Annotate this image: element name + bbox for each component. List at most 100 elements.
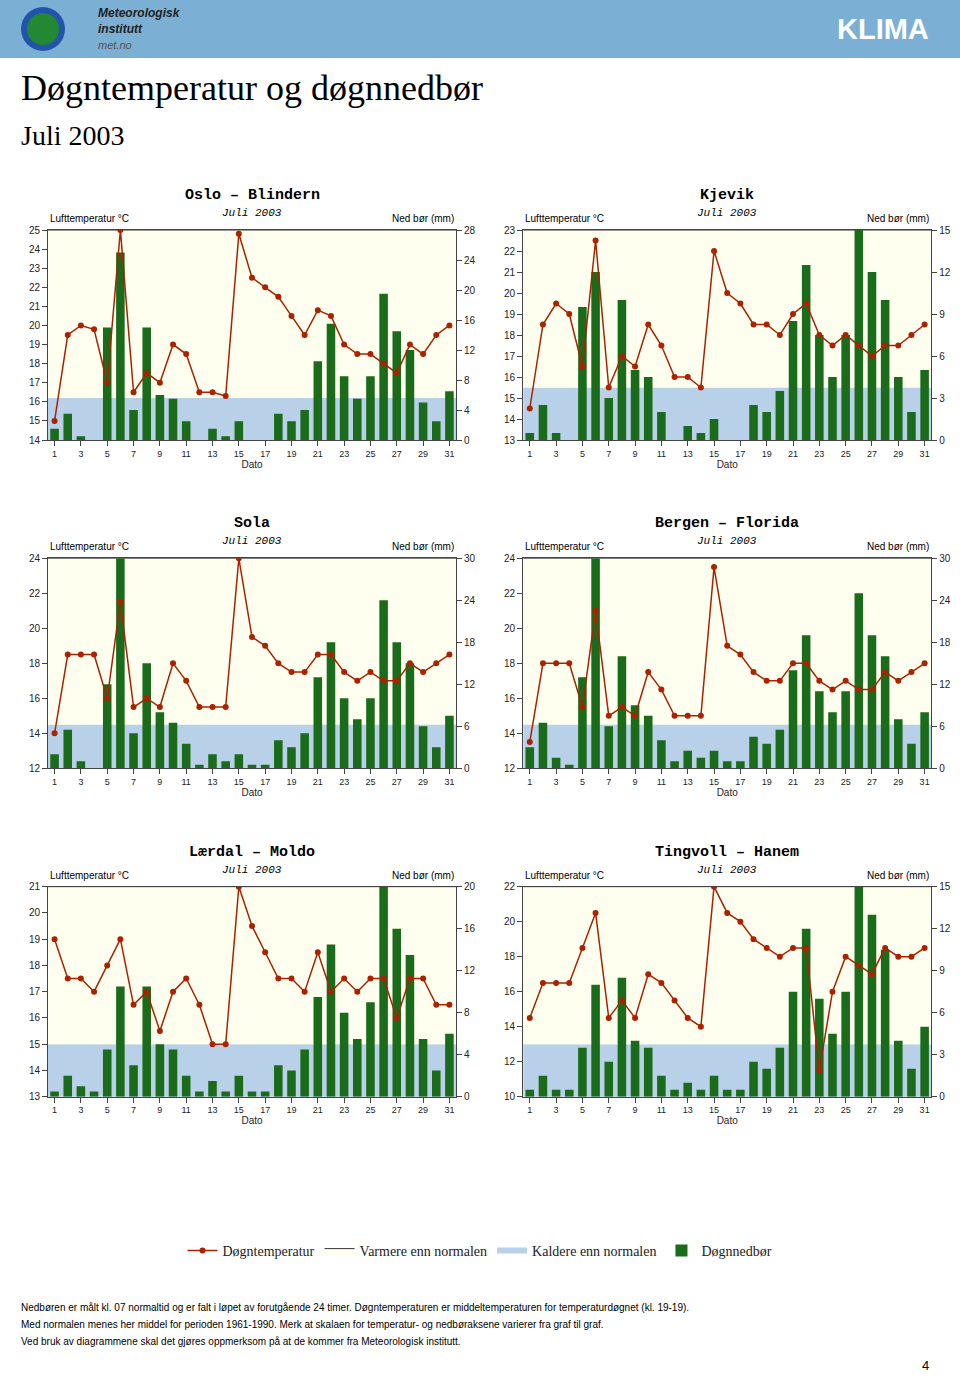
svg-text:18: 18 (29, 358, 41, 369)
svg-text:20: 20 (504, 623, 516, 634)
svg-text:Døgnnedbør: Døgnnedbør (701, 1244, 771, 1259)
svg-text:Meteorologisk: Meteorologisk (98, 6, 181, 20)
svg-text:19: 19 (286, 777, 296, 787)
svg-text:9: 9 (939, 309, 945, 320)
svg-text:17: 17 (260, 777, 270, 787)
svg-text:21: 21 (313, 449, 323, 459)
svg-text:5: 5 (105, 777, 110, 787)
svg-text:16: 16 (29, 1012, 41, 1023)
svg-text:21: 21 (788, 449, 798, 459)
svg-text:11: 11 (657, 777, 666, 787)
svg-text:13: 13 (29, 1091, 41, 1102)
svg-text:20: 20 (29, 320, 41, 331)
svg-text:Juli 2003: Juli 2003 (697, 535, 757, 547)
svg-text:18: 18 (504, 658, 516, 669)
svg-text:27: 27 (867, 777, 877, 787)
svg-text:Nedbøren er målt kl. 07 normal: Nedbøren er målt kl. 07 normaltid og er … (21, 1302, 689, 1313)
svg-text:1: 1 (52, 449, 57, 459)
svg-text:9: 9 (939, 965, 945, 976)
svg-text:met.no: met.no (98, 39, 132, 51)
svg-text:Juli 2003: Juli 2003 (697, 207, 757, 219)
svg-text:27: 27 (867, 449, 877, 459)
svg-text:Dato: Dato (241, 459, 263, 470)
svg-text:29: 29 (418, 1105, 428, 1115)
svg-text:Juli 2003: Juli 2003 (222, 207, 282, 219)
svg-text:Juli 2003: Juli 2003 (697, 864, 757, 876)
svg-text:4: 4 (464, 405, 470, 416)
svg-text:3: 3 (554, 1105, 559, 1115)
svg-text:Lufttemperatur °C: Lufttemperatur °C (50, 213, 129, 224)
svg-text:Lærdal – Moldo: Lærdal – Moldo (189, 844, 315, 861)
svg-text:22: 22 (29, 588, 41, 599)
svg-text:27: 27 (867, 1105, 877, 1115)
svg-text:11: 11 (182, 1105, 191, 1115)
svg-text:Ved bruk av diagrammene skal d: Ved bruk av diagrammene skal det gjøres … (21, 1336, 461, 1347)
svg-text:21: 21 (29, 881, 41, 892)
svg-text:21: 21 (788, 777, 798, 787)
svg-text:24: 24 (504, 553, 516, 564)
svg-text:17: 17 (29, 986, 41, 997)
svg-text:31: 31 (920, 1105, 930, 1115)
svg-text:7: 7 (606, 449, 611, 459)
svg-text:5: 5 (580, 1105, 585, 1115)
svg-text:Dato: Dato (717, 459, 739, 470)
svg-text:31: 31 (920, 449, 930, 459)
svg-text:16: 16 (464, 315, 476, 326)
svg-text:4: 4 (464, 1049, 470, 1060)
svg-text:14: 14 (504, 728, 516, 739)
svg-text:17: 17 (735, 1105, 745, 1115)
svg-text:24: 24 (464, 595, 476, 606)
svg-text:Lufttemperatur °C: Lufttemperatur °C (525, 870, 604, 881)
svg-text:Kjevik: Kjevik (700, 187, 754, 204)
svg-text:25: 25 (841, 449, 851, 459)
svg-text:3: 3 (78, 449, 83, 459)
svg-text:Oslo – Blindern: Oslo – Blindern (185, 187, 320, 204)
svg-text:23: 23 (29, 263, 41, 274)
svg-text:8: 8 (464, 1007, 470, 1018)
svg-text:1: 1 (52, 777, 57, 787)
svg-text:31: 31 (920, 777, 930, 787)
svg-text:21: 21 (313, 777, 323, 787)
svg-text:22: 22 (29, 282, 41, 293)
svg-text:31: 31 (444, 449, 454, 459)
svg-text:5: 5 (580, 449, 585, 459)
svg-text:20: 20 (29, 623, 41, 634)
svg-text:17: 17 (504, 351, 516, 362)
svg-text:19: 19 (762, 777, 772, 787)
svg-text:29: 29 (893, 449, 903, 459)
svg-text:13: 13 (683, 449, 693, 459)
svg-text:25: 25 (365, 777, 375, 787)
svg-text:7: 7 (131, 449, 136, 459)
svg-text:8: 8 (464, 375, 470, 386)
svg-text:12: 12 (464, 965, 476, 976)
svg-text:23: 23 (814, 777, 824, 787)
svg-text:30: 30 (939, 553, 951, 564)
svg-text:25: 25 (841, 777, 851, 787)
svg-text:29: 29 (893, 1105, 903, 1115)
svg-text:18: 18 (29, 658, 41, 669)
svg-text:Ned bør (mm): Ned bør (mm) (867, 213, 929, 224)
svg-text:Lufttemperatur °C: Lufttemperatur °C (50, 541, 129, 552)
svg-text:Tingvoll – Hanem: Tingvoll – Hanem (655, 844, 799, 861)
svg-text:3: 3 (939, 393, 945, 404)
svg-text:15: 15 (939, 225, 951, 236)
svg-text:14: 14 (29, 435, 41, 446)
svg-text:19: 19 (29, 934, 41, 945)
svg-text:Ned bør (mm): Ned bør (mm) (867, 870, 929, 881)
svg-text:Lufttemperatur °C: Lufttemperatur °C (525, 213, 604, 224)
svg-text:20: 20 (504, 916, 516, 927)
svg-text:Varmere enn normalen: Varmere enn normalen (360, 1244, 488, 1259)
svg-text:9: 9 (633, 777, 638, 787)
svg-text:0: 0 (464, 435, 470, 446)
svg-text:22: 22 (504, 246, 516, 257)
svg-text:19: 19 (286, 1105, 296, 1115)
svg-text:15: 15 (234, 449, 244, 459)
svg-text:5: 5 (105, 1105, 110, 1115)
svg-text:10: 10 (504, 1091, 516, 1102)
svg-text:23: 23 (814, 449, 824, 459)
svg-text:25: 25 (365, 449, 375, 459)
svg-text:16: 16 (504, 693, 516, 704)
svg-text:24: 24 (29, 553, 41, 564)
svg-text:7: 7 (131, 1105, 136, 1115)
svg-text:17: 17 (735, 777, 745, 787)
